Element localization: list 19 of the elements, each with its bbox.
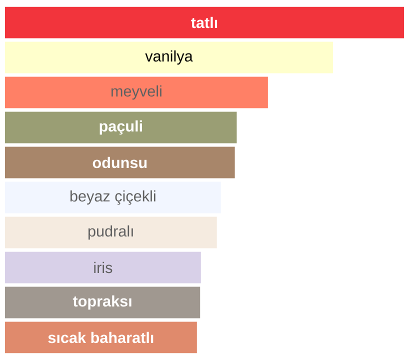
y-tick-label: meyveli — [112, 85, 162, 100]
bar — [5, 216, 217, 248]
y-tick-label: odunsu — [92, 156, 147, 168]
bar — [5, 286, 200, 318]
y-tick-label: pudralı — [88, 225, 133, 240]
bar — [5, 322, 197, 354]
y-tick-label: paçuli — [100, 120, 142, 135]
y-tick-label: tatlı — [191, 16, 218, 28]
y-tick-label: iris — [94, 262, 112, 274]
bar — [5, 42, 333, 74]
y-tick-label: vanilya — [145, 50, 193, 65]
bar — [5, 146, 235, 178]
y-tick-label: beyaz çiçekli — [70, 190, 156, 205]
bar — [5, 76, 268, 108]
bar — [5, 6, 404, 38]
y-tick-label: sıcak baharatlı — [48, 332, 154, 344]
y-tick-label: topraksı — [72, 295, 132, 310]
bar — [5, 252, 201, 284]
bar — [5, 112, 237, 144]
